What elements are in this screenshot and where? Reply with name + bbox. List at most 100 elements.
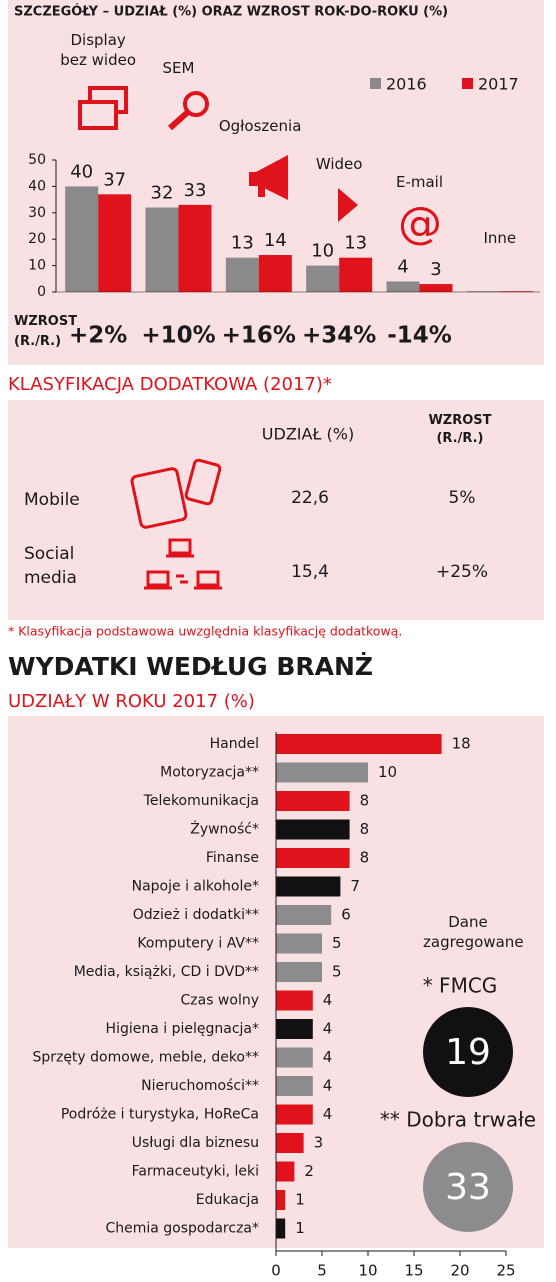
aggregate-circle: [423, 1142, 513, 1232]
value-label: 4: [323, 1105, 333, 1123]
footnote: * Klasyfikacja podstawowa uwzględnia kla…: [8, 624, 402, 639]
category-label: Wideo: [316, 155, 363, 173]
section-title: KLASYFIKACJA DODATKOWA (2017)*: [8, 374, 332, 395]
growth-value: +2%: [69, 323, 127, 349]
icon-mobile: [130, 458, 222, 529]
bar: [276, 734, 442, 754]
category-label: Motoryzacja**: [160, 765, 259, 781]
value-label: 18: [452, 735, 471, 753]
icon-video: [338, 188, 358, 222]
aggregate-label: * FMCG: [423, 974, 498, 998]
aggregate-value: 33: [445, 1167, 491, 1208]
value-label: 40: [70, 161, 93, 182]
bar: [466, 291, 500, 292]
icon-search: [168, 91, 209, 131]
category-label: Higiena i pielęgnacja*: [106, 1021, 259, 1037]
growth-value: -14%: [387, 323, 452, 349]
panel: [8, 400, 544, 620]
bar: [276, 1019, 313, 1039]
bar: [276, 933, 322, 954]
value-label: 4: [323, 991, 333, 1009]
value-label: 7: [350, 877, 360, 895]
category-label: Komputery i AV**: [137, 936, 259, 952]
aggregate-value: 19: [445, 1032, 491, 1073]
value-label: 8: [360, 792, 370, 810]
row-label-text: Social media: [24, 544, 77, 588]
value-label: 32: [151, 183, 174, 204]
growth-label-text: WZROST (R./R.): [14, 314, 78, 349]
x-tick-label: 25: [496, 1262, 515, 1279]
bar: [339, 257, 373, 292]
value-label: 8: [360, 849, 370, 867]
value-label: 4: [323, 1048, 333, 1066]
column-header-text: WZROST (R./R.): [428, 413, 492, 446]
bar: [276, 1218, 286, 1239]
legend-label: 2017: [478, 75, 519, 94]
value-label: 33: [184, 180, 207, 201]
value-label: 3: [430, 259, 441, 280]
category-label: Nieruchomości**: [141, 1078, 259, 1094]
category-label: Telekomunikacja: [143, 793, 259, 809]
category-label-text: Display bez wideo: [60, 31, 137, 69]
bar: [98, 194, 132, 292]
value-label: 4: [323, 1020, 333, 1038]
value-label: 10: [311, 241, 334, 262]
value-label: 4: [397, 256, 408, 277]
bar: [306, 265, 340, 292]
row-label-text: Mobile: [24, 490, 80, 510]
bar: [276, 990, 313, 1011]
y-tick-label: 20: [28, 231, 46, 247]
aggregate-circle: [423, 1007, 513, 1097]
value-label: 1: [295, 1191, 305, 1209]
bar: [276, 1133, 304, 1153]
y-tick-label: 0: [37, 284, 46, 300]
value-label: 2: [304, 1162, 314, 1180]
bar: [276, 1047, 313, 1068]
category-label: Sprzęty domowe, meble, deko**: [32, 1050, 259, 1066]
section-subtitle: UDZIAŁY W ROKU 2017 (%): [8, 691, 255, 712]
bar: [386, 281, 420, 292]
legend-swatch: [462, 78, 473, 89]
bar: [276, 1076, 313, 1096]
category-label: SEM: [163, 59, 195, 77]
growth-label: WZROST (R./R.): [14, 314, 78, 349]
category-label: Display bez wideo: [60, 31, 137, 69]
category-label: Napoje i alkohole*: [132, 879, 259, 895]
category-label: Ogłoszenia: [219, 117, 302, 135]
cell: 15,4: [291, 562, 329, 582]
row-label: Mobile: [24, 490, 80, 510]
category-label: Usługi dla biznesu: [132, 1135, 259, 1151]
value-label: 13: [344, 233, 367, 254]
x-tick-label: 0: [271, 1262, 281, 1279]
category-label: Inne: [483, 229, 516, 247]
category-label-text: E-mail: [395, 173, 444, 191]
category-label: Media, książki, CD i DVD**: [74, 964, 259, 980]
bar: [276, 1104, 313, 1125]
bar: [276, 962, 322, 982]
value-label: 14: [264, 230, 287, 251]
growth-value: +34%: [302, 323, 376, 349]
cell: 5%: [449, 488, 476, 508]
aggregate-label: ** Dobra trwałe: [380, 1108, 536, 1132]
category-label: Podróże i turystyka, HoReCa: [61, 1107, 259, 1123]
bar: [276, 1190, 286, 1210]
cell: 22,6: [291, 488, 329, 508]
category-label: Handel: [210, 736, 259, 752]
bar: [499, 291, 533, 292]
bar: [225, 257, 259, 292]
category-label: Żywność*: [190, 820, 259, 838]
bar: [419, 284, 453, 292]
bar: [276, 848, 350, 868]
y-tick-label: 30: [28, 205, 46, 221]
value-label: 3: [314, 1134, 324, 1152]
column-header: UDZIAŁ (%): [262, 425, 354, 444]
row-label: Social media: [24, 544, 77, 588]
category-label: E-mail: [395, 173, 444, 191]
legend-swatch: [370, 78, 381, 89]
category-label: Edukacja: [196, 1192, 259, 1208]
growth-value: +10%: [141, 323, 215, 349]
category-label: Chemia gospodarcza*: [105, 1221, 259, 1237]
category-label: Farmaceutyki, leki: [132, 1164, 259, 1180]
icon-social: [144, 538, 222, 590]
legend-label: 2016: [386, 75, 427, 94]
